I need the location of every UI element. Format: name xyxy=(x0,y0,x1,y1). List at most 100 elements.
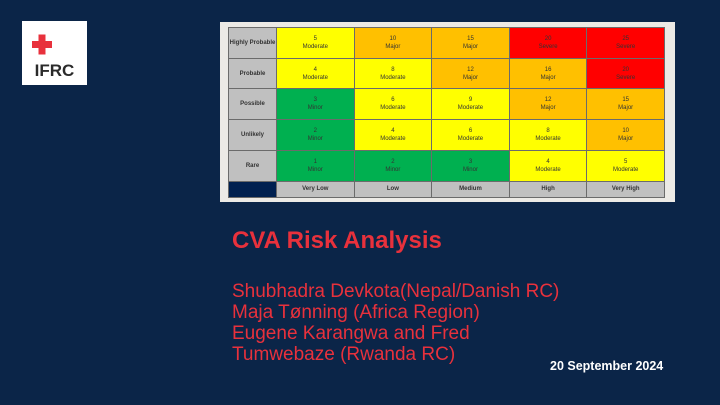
cell-level: Moderate xyxy=(457,136,484,143)
matrix-cell: 10 Major xyxy=(353,27,433,59)
matrix-cell: 12 Major xyxy=(431,57,510,90)
matrix-row: Possible 3 Minor 6 Moderate 9 Moderate 12 Major 1… xyxy=(228,88,665,121)
corner-cell xyxy=(228,180,277,199)
matrix-cell: 6 Moderate xyxy=(353,88,433,121)
cell-score: 2 xyxy=(313,128,317,135)
matrix-cell: 2 Minor xyxy=(353,149,433,182)
matrix-cell: 4 Moderate xyxy=(276,57,355,90)
cell-score: 3 xyxy=(313,97,317,104)
cell-level: Severe xyxy=(616,74,636,81)
cell-score: 8 xyxy=(391,66,395,73)
likelihood-label: Highly Probable xyxy=(228,27,277,59)
severity-label: Low xyxy=(353,180,433,199)
cell-score: 4 xyxy=(391,128,395,135)
likelihood-label: Probable xyxy=(228,57,277,90)
cell-score: 6 xyxy=(391,97,395,104)
cell-score: 12 xyxy=(544,97,552,104)
cell-level: Moderate xyxy=(380,74,406,81)
cell-level: Minor xyxy=(307,105,323,112)
cell-level: Major xyxy=(462,43,478,50)
cell-level: Major xyxy=(462,74,478,81)
matrix-cell: 10 Major xyxy=(586,119,665,151)
cell-score: 1 xyxy=(313,158,317,165)
cell-score: 12 xyxy=(467,66,474,73)
ifrc-logo: IFRC xyxy=(22,21,87,85)
cell-level: Moderate xyxy=(302,43,328,50)
cell-score: 2 xyxy=(391,158,395,165)
cell-score: 4 xyxy=(313,66,317,73)
severity-label: High xyxy=(508,180,588,199)
cell-score: 5 xyxy=(313,35,317,42)
matrix-cell: 3 Minor xyxy=(276,88,355,121)
matrix-cell: 3 Minor xyxy=(431,149,510,182)
matrix-cell: 12 Major xyxy=(508,88,588,121)
matrix-cell: 20 Severe xyxy=(586,57,665,90)
likelihood-label: Unlikely xyxy=(228,119,277,151)
cell-score: 8 xyxy=(546,128,550,135)
risk-matrix: Highly Probable 5 Moderate 10 Major 15 Major 20… xyxy=(220,22,675,202)
cell-level: Minor xyxy=(385,166,401,173)
matrix-cell: 15 Major xyxy=(586,88,665,121)
matrix-cell: 5 Moderate xyxy=(586,149,665,182)
severity-label: Medium xyxy=(431,180,510,199)
matrix-row: Rare 1 Minor 2 Minor 3 Minor 4 Moderate 5 Moderate xyxy=(228,149,665,182)
presentation-date: 20 September 2024 xyxy=(550,359,664,373)
matrix-cell: 1 Minor xyxy=(276,149,355,182)
matrix-cell: 15 Major xyxy=(431,27,510,59)
cell-level: Major xyxy=(540,105,556,112)
matrix-row: Unlikely 2 Minor 4 Moderate 6 Moderate 8 Moderat… xyxy=(228,119,665,151)
cell-level: Moderate xyxy=(535,136,561,143)
presenter-line: Maja Tønning (Africa Region) xyxy=(232,302,480,323)
matrix-cell: 25 Severe xyxy=(586,27,665,59)
cell-score: 10 xyxy=(622,128,630,135)
cell-score: 16 xyxy=(544,66,552,73)
cell-level: Minor xyxy=(307,166,323,173)
severity-row: Very Low Low Medium High Very High xyxy=(228,180,665,199)
cell-score: 6 xyxy=(468,128,473,135)
cell-score: 20 xyxy=(544,35,552,42)
cell-score: 5 xyxy=(624,158,628,165)
cell-score: 15 xyxy=(622,97,630,104)
cell-score: 25 xyxy=(622,35,630,42)
cell-level: Major xyxy=(540,74,556,81)
presenter-line: Eugene Karangwa and Fred xyxy=(232,323,470,344)
matrix-cell: 8 Moderate xyxy=(508,119,588,151)
cell-level: Moderate xyxy=(457,105,484,112)
severity-label: Very Low xyxy=(276,180,355,199)
presenter-line: Tumwebaze (Rwanda RC) xyxy=(232,344,456,365)
cell-score: 9 xyxy=(468,97,473,104)
matrix-cell: 5 Moderate xyxy=(276,27,355,59)
presentation-title: CVA Risk Analysis xyxy=(232,227,442,254)
matrix-cell: 20 Severe xyxy=(508,27,588,59)
matrix-cell: 4 Moderate xyxy=(353,119,433,151)
cell-level: Moderate xyxy=(380,105,406,112)
cell-score: 15 xyxy=(467,35,474,42)
cell-level: Moderate xyxy=(380,136,406,143)
matrix-cell: 2 Minor xyxy=(276,119,355,151)
likelihood-label: Rare xyxy=(228,149,277,182)
cell-score: 4 xyxy=(546,158,550,165)
matrix-row: Probable 4 Moderate 8 Moderate 12 Major 16 Major… xyxy=(228,57,665,90)
matrix-cell: 6 Moderate xyxy=(431,119,510,151)
presenters: Shubhadra Devkota(Nepal/Danish RC) Maja … xyxy=(232,281,559,365)
cell-level: Severe xyxy=(616,43,636,50)
cell-level: Minor xyxy=(307,136,323,143)
cell-level: Major xyxy=(618,105,634,112)
matrix-cell: 9 Moderate xyxy=(431,88,510,121)
cell-level: Severe xyxy=(538,43,558,50)
cell-level: Moderate xyxy=(535,166,561,173)
matrix-cell: 4 Moderate xyxy=(508,149,588,182)
cell-level: Minor xyxy=(462,166,478,173)
cell-level: Moderate xyxy=(613,166,639,173)
svg-text:IFRC: IFRC xyxy=(35,61,75,80)
cell-score: 20 xyxy=(622,66,630,73)
matrix-row: Highly Probable 5 Moderate 10 Major 15 Major 20… xyxy=(228,27,665,59)
likelihood-label: Possible xyxy=(228,88,277,121)
red-cross-crescent-icon: IFRC xyxy=(32,33,75,80)
cell-score: 3 xyxy=(468,158,473,165)
cell-level: Moderate xyxy=(302,74,328,81)
cell-level: Major xyxy=(385,43,401,50)
severity-label: Very High xyxy=(586,180,665,199)
cell-score: 10 xyxy=(389,35,397,42)
cell-level: Major xyxy=(618,136,634,143)
